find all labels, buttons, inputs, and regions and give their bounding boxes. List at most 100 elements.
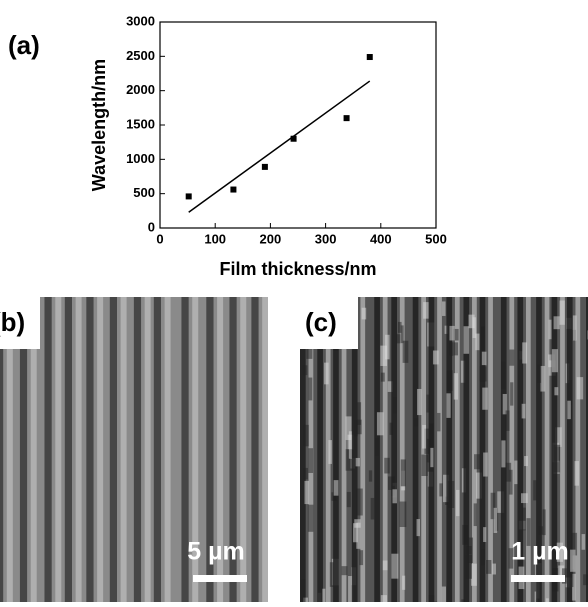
x-tick-label: 500 xyxy=(425,231,447,246)
texture xyxy=(554,387,558,395)
texture xyxy=(414,418,418,426)
texture xyxy=(454,373,458,399)
x-axis-label: Film thickness/nm xyxy=(219,259,376,279)
texture xyxy=(377,412,384,435)
texture xyxy=(383,560,388,570)
stripe-dark xyxy=(65,297,72,602)
texture xyxy=(347,492,351,507)
stripe-light xyxy=(55,297,61,602)
texture xyxy=(381,595,387,602)
x-tick-label: 400 xyxy=(370,231,392,246)
texture xyxy=(392,489,396,503)
texture xyxy=(384,458,389,474)
texture xyxy=(308,378,312,401)
y-axis-label: Wavelength/nm xyxy=(89,59,109,191)
texture xyxy=(554,316,560,329)
point xyxy=(344,115,350,121)
texture xyxy=(401,459,406,486)
texture xyxy=(554,445,561,473)
texture xyxy=(501,362,505,389)
texture xyxy=(546,598,549,602)
texture xyxy=(570,550,575,572)
stripe-dark xyxy=(251,297,258,602)
panel-label: (a) xyxy=(8,30,40,60)
texture xyxy=(522,404,526,419)
texture xyxy=(506,410,510,430)
point xyxy=(230,187,236,193)
texture xyxy=(474,503,477,526)
texture xyxy=(569,569,573,587)
stripe-light xyxy=(165,297,171,602)
texture xyxy=(543,509,546,535)
texture xyxy=(346,416,352,440)
texture xyxy=(449,326,454,341)
texture xyxy=(552,583,556,602)
texture xyxy=(482,388,488,410)
texture xyxy=(400,502,407,527)
stripe-dark xyxy=(44,297,51,602)
texture xyxy=(582,534,586,550)
texture xyxy=(510,382,513,405)
texture xyxy=(539,526,543,534)
texture xyxy=(480,366,487,381)
y-tick-label: 500 xyxy=(133,185,155,200)
texture xyxy=(492,564,496,575)
texture xyxy=(522,342,527,363)
texture xyxy=(369,470,372,481)
texture xyxy=(304,425,309,446)
texture xyxy=(356,458,360,466)
scale-bar-label: 5 µm xyxy=(187,538,244,566)
texture xyxy=(362,308,367,320)
stripe-light xyxy=(488,297,493,602)
y-tick-label: 1500 xyxy=(126,116,155,131)
texture xyxy=(393,397,396,413)
texture xyxy=(501,440,505,467)
texture xyxy=(429,595,434,602)
texture xyxy=(466,555,472,579)
scale-bar-label: 1 µm xyxy=(511,538,568,566)
stripe-light xyxy=(262,297,268,602)
figure: (b) (c) 5 µm 1 µm (a) Film thickness/nm … xyxy=(0,0,588,602)
texture xyxy=(324,363,329,385)
texture xyxy=(308,505,314,532)
texture xyxy=(540,366,545,392)
texture xyxy=(549,320,552,340)
texture xyxy=(537,365,541,383)
texture xyxy=(466,546,472,554)
texture xyxy=(524,456,528,466)
texture xyxy=(417,519,420,536)
texture xyxy=(328,440,332,464)
stripe-dark xyxy=(86,297,93,602)
texture xyxy=(475,334,479,351)
y-tick-label: 2500 xyxy=(126,48,155,63)
fit-line xyxy=(189,81,370,212)
x-tick-label: 100 xyxy=(204,231,226,246)
texture xyxy=(442,301,446,316)
texture xyxy=(398,322,402,333)
texture xyxy=(483,453,488,477)
texture xyxy=(446,393,450,418)
texture xyxy=(430,448,433,467)
texture xyxy=(483,527,486,542)
texture xyxy=(359,550,363,565)
stripe-light xyxy=(437,297,442,602)
stripe-light xyxy=(76,297,82,602)
texture xyxy=(396,334,400,343)
stripe-dark xyxy=(134,297,141,602)
texture xyxy=(456,490,460,516)
texture xyxy=(522,508,525,531)
x-tick-label: 200 xyxy=(260,231,282,246)
texture xyxy=(469,315,475,329)
stripe-dark xyxy=(110,297,117,602)
panel-label: (b) xyxy=(0,307,25,337)
stripe-light xyxy=(145,297,151,602)
stripe-dark xyxy=(154,297,161,602)
texture xyxy=(303,468,308,480)
y-tick-label: 3000 xyxy=(126,13,155,28)
texture xyxy=(354,420,358,436)
texture xyxy=(560,301,565,325)
y-tick-label: 0 xyxy=(148,219,155,234)
texture xyxy=(417,389,422,415)
stripe-light xyxy=(97,297,103,602)
texture xyxy=(334,480,339,496)
